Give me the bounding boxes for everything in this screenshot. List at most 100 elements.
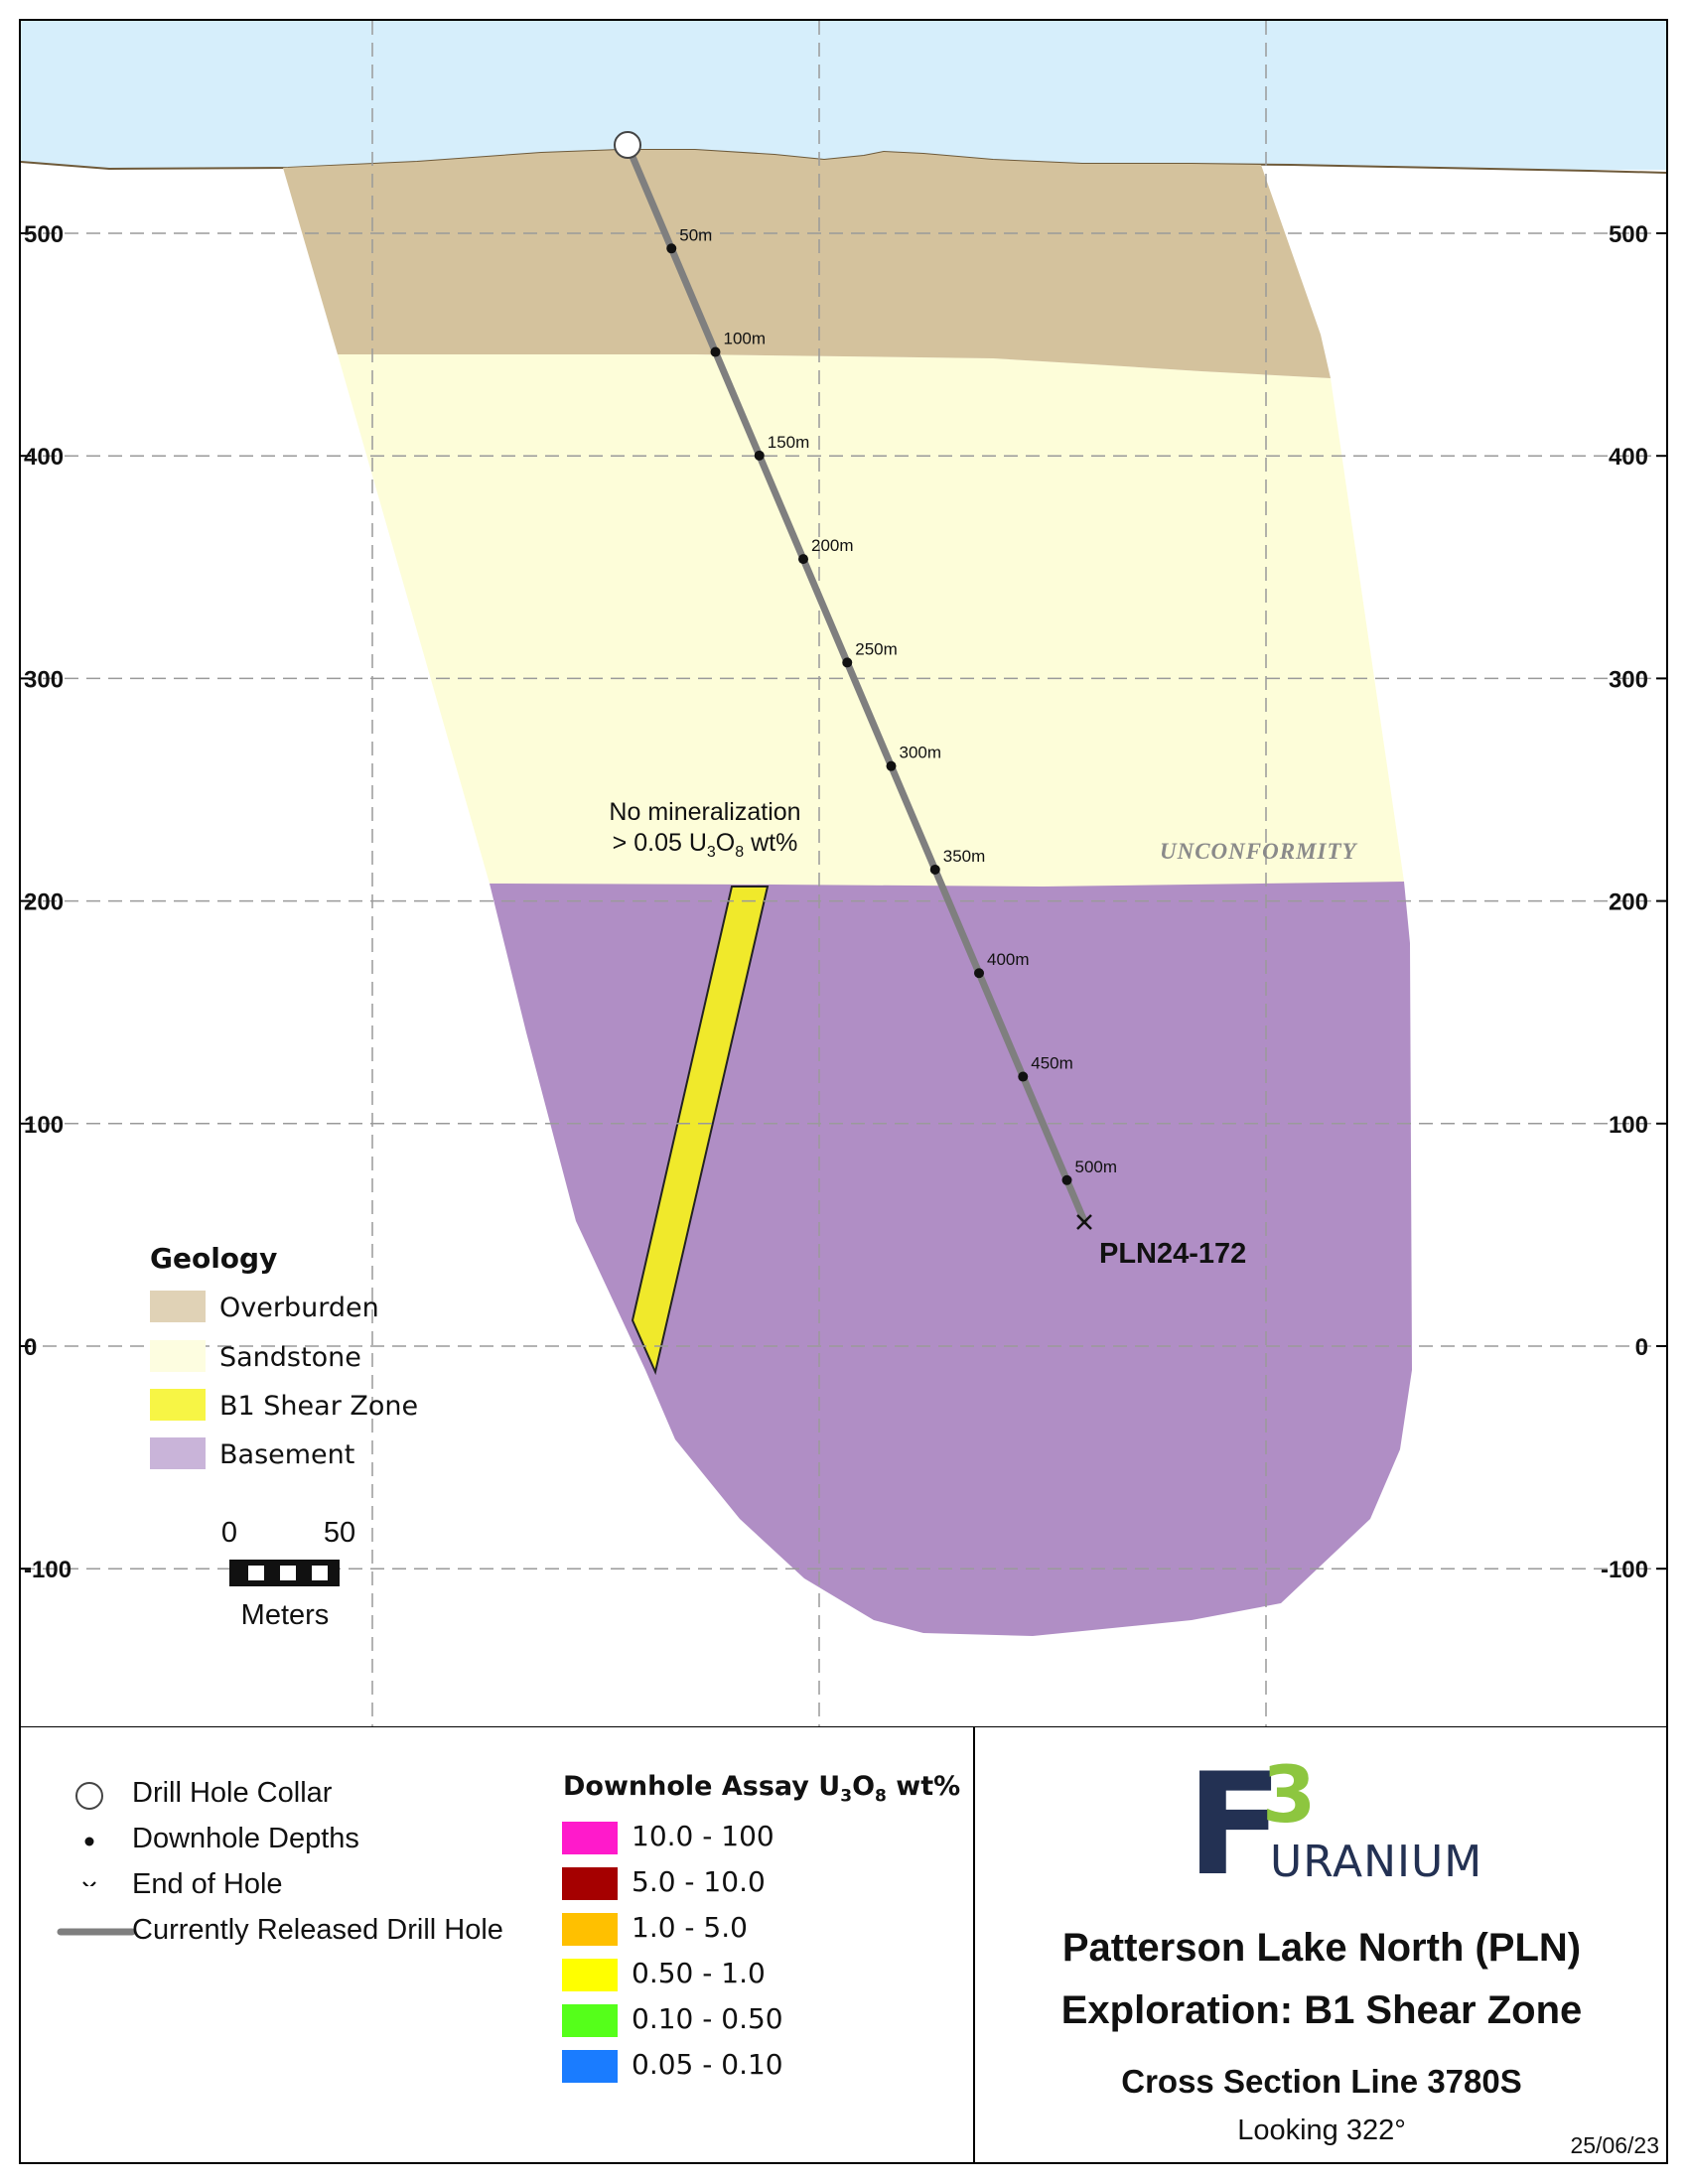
depth-label-300m: 300m: [900, 744, 942, 762]
depth-label-350m: 350m: [943, 847, 986, 866]
basement-label: Basement: [219, 1439, 354, 1470]
grade-threshold-mid: O: [716, 829, 735, 857]
end-of-hole-icon-stroke-2: [89, 1881, 96, 1886]
assay-range-label: 0.10 - 0.50: [632, 2002, 783, 2035]
logo-letter-f: F: [1187, 1743, 1284, 1907]
drill-hole-collar: [614, 131, 641, 159]
collar-symbol-icon: [75, 1782, 103, 1810]
map-frame: [19, 19, 1668, 2164]
overburden-swatch: [150, 1291, 206, 1322]
basement-swatch: [150, 1437, 206, 1469]
sandstone-swatch: [150, 1340, 206, 1372]
depth-label-250m: 250m: [855, 639, 898, 658]
depth-label-450m: 450m: [1031, 1054, 1073, 1073]
y-tick-label-left-6: -100: [24, 1557, 71, 1583]
depth-marker-350m: [929, 864, 940, 875]
y-tick-label-left-5: 0: [24, 1334, 37, 1361]
depth-marker-450m: [1018, 1071, 1029, 1082]
end-of-hole-legend-label: End of Hole: [132, 1868, 283, 1900]
b1-shear-zone-label: B1 Shear Zone: [219, 1391, 418, 1422]
assay-legend-title: Downhole Assay U3O8 wt%: [563, 1771, 960, 1806]
depth-marker-400m: [974, 968, 985, 979]
depth-marker-500m: [1061, 1174, 1072, 1185]
sky-area: [21, 21, 1666, 170]
y-axis-right: 500 400 300 200 100 0 -100: [1601, 221, 1666, 1583]
depth-marker-100m: [710, 346, 721, 357]
grade-threshold-suffix: wt%: [744, 829, 797, 857]
logo-word-uranium: URANIUM: [1270, 1837, 1483, 1887]
collar-legend-label: Drill Hole Collar: [132, 1777, 333, 1809]
title-block: F 3 URANIUM Patterson Lake North (PLN) E…: [976, 1727, 1667, 2162]
assay-title-prefix: Downhole Assay U: [563, 1771, 841, 1802]
depth-marker-250m: [842, 657, 853, 668]
drill-hole-trace: [624, 141, 1088, 1225]
assay-title-sub1: 3: [840, 1786, 853, 1807]
y-tick-label-left-2: 300: [24, 666, 64, 693]
y-tick-label-right-4: 100: [1609, 1112, 1648, 1139]
logo-number-3: 3: [1262, 1751, 1317, 1841]
vertical-gridlines: [371, 21, 1267, 1727]
released-hole-legend-label: Currently Released Drill Hole: [132, 1914, 503, 1946]
y-tick-label-right-5: 0: [1635, 1334, 1648, 1361]
grade-threshold-sub1: 3: [707, 844, 716, 861]
downhole-depth-markers: 50m 100m 150m 200m 250m 300m 350m 400m 450m 500m: [666, 225, 1117, 1185]
assay-range-label: 0.50 - 1.0: [632, 1957, 766, 1989]
y-tick-label-right-3: 200: [1609, 889, 1648, 916]
assay-legend-item: 0.10 - 0.50: [562, 2002, 783, 2038]
geology-legend-title: Geology: [150, 1242, 277, 1275]
scale-bar-white-3: [312, 1566, 328, 1580]
assay-range-label: 10.0 - 100: [632, 1820, 774, 1852]
grade-threshold-sub2: 8: [735, 844, 744, 861]
assay-legend-item: 5.0 - 10.0: [562, 1865, 766, 1901]
assay-swatch: [562, 1913, 618, 1947]
geology-legend: Geology Overburden Sandstone B1 Shear Zo…: [150, 1242, 418, 1470]
unconformity-label: UNCONFORMITY: [1160, 839, 1358, 864]
assay-swatch: [562, 1959, 618, 1992]
depth-marker-300m: [886, 760, 897, 771]
end-of-hole-stroke-2: [1076, 1214, 1092, 1230]
sandstone-unit: [338, 354, 1404, 887]
map-date: 25/06/23: [1570, 2132, 1659, 2158]
f3-uranium-logo: F 3 URANIUM: [1187, 1755, 1481, 1898]
assay-range-label: 1.0 - 5.0: [632, 1911, 748, 1944]
grade-threshold-note: > 0.05 U3O8 wt%: [613, 829, 798, 861]
scale-bar: 0 50 Meters: [221, 1517, 355, 1631]
depth-point-icon: [84, 1837, 94, 1846]
assay-legend-item: 0.50 - 1.0: [562, 1957, 766, 1992]
assay-title-suffix: wt%: [886, 1771, 961, 1802]
depth-label-400m: 400m: [987, 950, 1030, 969]
y-axis-left: 500 400 300 200 100 0 -100: [21, 221, 71, 1583]
scale-bar-white-1: [248, 1566, 264, 1580]
y-tick-label-left-0: 500: [24, 221, 64, 248]
assay-title-mid: O: [852, 1771, 876, 1802]
title-line-2: Exploration: B1 Shear Zone: [1060, 1988, 1583, 2032]
depth-marker-50m: [666, 243, 677, 254]
assay-legend-item: 1.0 - 5.0: [562, 1911, 748, 1947]
assay-swatch: [562, 2004, 618, 2038]
depth-label-100m: 100m: [724, 330, 767, 348]
released-hole-line-icon: [57, 1928, 136, 1936]
b1-shear-zone-swatch: [150, 1389, 206, 1421]
overburden-label: Overburden: [219, 1293, 379, 1323]
assay-swatch: [562, 1822, 618, 1855]
y-tick-label-right-1: 400: [1609, 444, 1648, 471]
scale-bar-white-2: [280, 1566, 296, 1580]
y-tick-label-left-4: 100: [24, 1112, 64, 1139]
scale-bar-units: Meters: [241, 1599, 330, 1631]
overburden-unit: [283, 150, 1331, 378]
depth-label-200m: 200m: [811, 536, 854, 555]
y-tick-label-left-1: 400: [24, 444, 64, 471]
scale-bar-start-label: 0: [221, 1517, 237, 1549]
no-mineralization-note: No mineralization: [609, 798, 800, 826]
y-tick-label-right-0: 500: [1609, 221, 1648, 248]
depth-marker-200m: [798, 554, 809, 565]
assay-swatch: [562, 1867, 618, 1901]
assay-range-label: 0.05 - 0.10: [632, 2048, 783, 2081]
depth-label-50m: 50m: [679, 225, 712, 244]
assay-legend-item: 0.05 - 0.10: [562, 2048, 783, 2084]
assay-range-label: 5.0 - 10.0: [632, 1865, 766, 1898]
y-tick-label-right-2: 300: [1609, 666, 1648, 693]
depth-label-150m: 150m: [768, 433, 810, 452]
grade-threshold-prefix: > 0.05 U: [613, 829, 707, 857]
